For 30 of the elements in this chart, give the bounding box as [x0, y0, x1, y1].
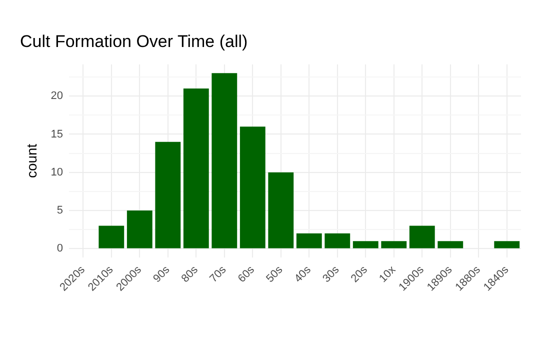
bar — [268, 172, 294, 248]
y-tick-label: 15 — [50, 128, 64, 140]
bar — [126, 210, 152, 248]
x-tick-label: 20s — [348, 264, 370, 285]
bar — [240, 126, 266, 248]
bar — [381, 241, 407, 248]
y-tick-label: 0 — [56, 242, 64, 255]
x-tick-label: 50s — [264, 264, 286, 285]
bar — [438, 241, 464, 248]
x-tick-label: 90s — [151, 264, 173, 285]
bar — [155, 142, 181, 248]
chart-title: Cult Formation Over Time (all) — [20, 32, 248, 51]
y-tick-label: 5 — [56, 204, 64, 217]
y-axis-title: count — [23, 144, 40, 178]
bar — [494, 241, 520, 248]
y-tick-label: 10 — [50, 166, 64, 178]
bar — [409, 226, 435, 248]
bar — [212, 73, 238, 248]
bar — [183, 88, 209, 248]
x-tick-label: 30s — [320, 264, 342, 285]
x-tick-label: 10x — [377, 264, 398, 285]
x-tick-label: 80s — [179, 264, 201, 285]
bar — [352, 241, 378, 248]
x-tick-label: 70s — [208, 264, 230, 285]
bar — [296, 233, 322, 248]
bar — [98, 226, 124, 248]
x-tick-label: 60s — [236, 264, 258, 285]
bar — [324, 233, 350, 248]
y-tick-label: 20 — [50, 90, 64, 102]
x-tick-label: 40s — [292, 264, 314, 285]
